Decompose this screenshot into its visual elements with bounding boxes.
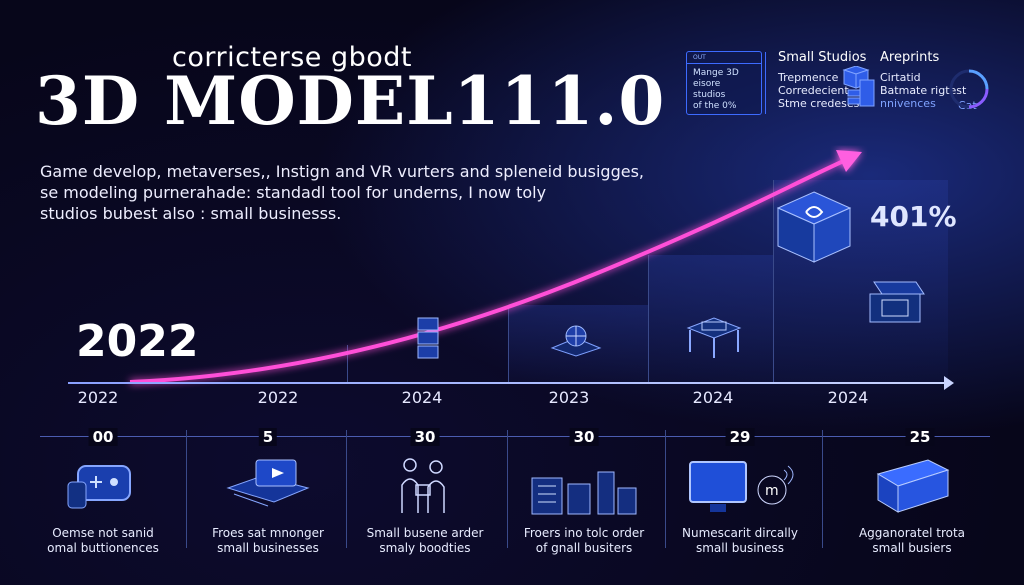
- stat-number: 30: [410, 428, 440, 446]
- stat-caption-line: small business: [695, 541, 785, 555]
- stat-number: 25: [905, 428, 935, 446]
- stats-divider: [186, 430, 187, 548]
- svg-text:m: m: [765, 483, 779, 499]
- timeline-label: 2023: [548, 388, 590, 407]
- info-panel: OUT Mange 3D eisore studios of the 0%: [686, 51, 762, 115]
- stat-caption-line: Froers ino tolc order: [523, 526, 645, 540]
- areprints-block: Areprints Cirtatid Batmate rigtest nnive…: [880, 50, 966, 110]
- timeline-label: 2022: [77, 388, 119, 407]
- tools-devices-icon: [531, 471, 637, 515]
- workbench-icon: [686, 317, 742, 358]
- stat-caption-line: smaly boodties: [379, 541, 471, 555]
- chip-cube-icon: [869, 281, 925, 323]
- timeline-divider: [508, 305, 509, 383]
- globe-platform-icon: [550, 325, 602, 357]
- people-figures-icon: [401, 458, 445, 513]
- stat-caption: Agganoratel trota small busiers: [859, 526, 965, 556]
- glowing-cube-icon: [776, 191, 852, 263]
- timeline-divider: [648, 255, 649, 383]
- server-cubes-icon: [842, 66, 875, 107]
- stats-axis: [40, 436, 990, 437]
- stat-caption: Numescarit dircally small business: [682, 526, 798, 556]
- areprints-heading: Areprints: [880, 50, 940, 65]
- stats-divider: [507, 430, 508, 548]
- small-studios-block: Small Studios Trepmence Corredecient Stm…: [778, 50, 866, 110]
- stat-caption-line: Small busene arder: [366, 526, 484, 540]
- subtitle: corricterse gbodt: [172, 42, 413, 73]
- small-studios-line: Stme credeses: [778, 97, 860, 110]
- page-title: 3D MODEL111.0: [35, 62, 666, 140]
- stat-caption-line: Froes sat mnonger: [212, 526, 324, 540]
- description-line: studios bubest also : small businesss.: [40, 204, 342, 223]
- description-line: se modeling purnerahade: standadl tool f…: [40, 183, 547, 202]
- areprints-line: nnivences: [880, 97, 936, 110]
- description: Game develop, metaverses,, Instign and V…: [40, 161, 644, 224]
- info-line: eisore studios: [693, 79, 726, 100]
- stat-caption: Oemse not sanid omal buttionences: [47, 526, 159, 556]
- stats-divider: [665, 430, 666, 548]
- small-studios-heading: Small Studios: [778, 50, 867, 65]
- monitor-icon: m: [689, 461, 794, 512]
- stats-divider: [822, 430, 823, 548]
- stat-caption-line: small busiers: [872, 541, 952, 555]
- stat-caption-line: omal buttionences: [47, 541, 159, 555]
- stat-caption-line: small businesses: [217, 541, 319, 555]
- stat-caption-line: Oemse not sanid: [52, 526, 154, 540]
- axis-arrow-icon: [944, 376, 954, 390]
- timeline-label: 2022: [257, 388, 299, 407]
- stats-divider: [346, 430, 347, 548]
- small-studios-line: Corredecient: [778, 84, 849, 97]
- stacked-boxes-icon: [417, 317, 439, 359]
- stat-caption-line: Agganoratel trota: [858, 526, 966, 540]
- description-line: Game develop, metaverses,, Instign and V…: [40, 162, 644, 181]
- stat-caption: Froers ino tolc order of gnall busiters: [524, 526, 644, 556]
- timeline-divider: [773, 180, 774, 383]
- info-line: of the 0%: [693, 101, 737, 111]
- stat-caption: Froes sat mnonger small businesses: [212, 526, 324, 556]
- timeline-label: 2024: [692, 388, 734, 407]
- info-panel-header: OUT: [687, 52, 761, 64]
- timeline-label: 2024: [827, 388, 869, 407]
- stat-number: 30: [569, 428, 599, 446]
- stat-caption: Small busene arder smaly boodties: [367, 526, 484, 556]
- info-line: Mange 3D: [693, 68, 739, 78]
- timeline-label: 2024: [401, 388, 443, 407]
- progress-ring-icon: [949, 69, 989, 109]
- growth-percentage: 401%: [870, 200, 957, 233]
- timeline-axis: [68, 382, 948, 384]
- stat-number: 00: [88, 428, 118, 446]
- stat-caption-line: Numescarit dircally: [682, 526, 798, 540]
- areprints-line: Batmate rigtest: [880, 84, 967, 97]
- box-product-icon: [876, 459, 950, 513]
- stat-number: 5: [258, 428, 278, 446]
- areprints-line: Cirtatid: [880, 71, 921, 84]
- stat-caption-line: of gnall busiters: [535, 541, 633, 555]
- divider: [765, 52, 766, 114]
- small-studios-line: Trepmence: [778, 71, 839, 84]
- console-device-icon: [226, 459, 310, 507]
- stat-number: 29: [725, 428, 755, 446]
- gamepad-device-icon: [67, 465, 131, 509]
- hero-year: 2022: [76, 316, 199, 367]
- timeline-divider: [347, 345, 348, 383]
